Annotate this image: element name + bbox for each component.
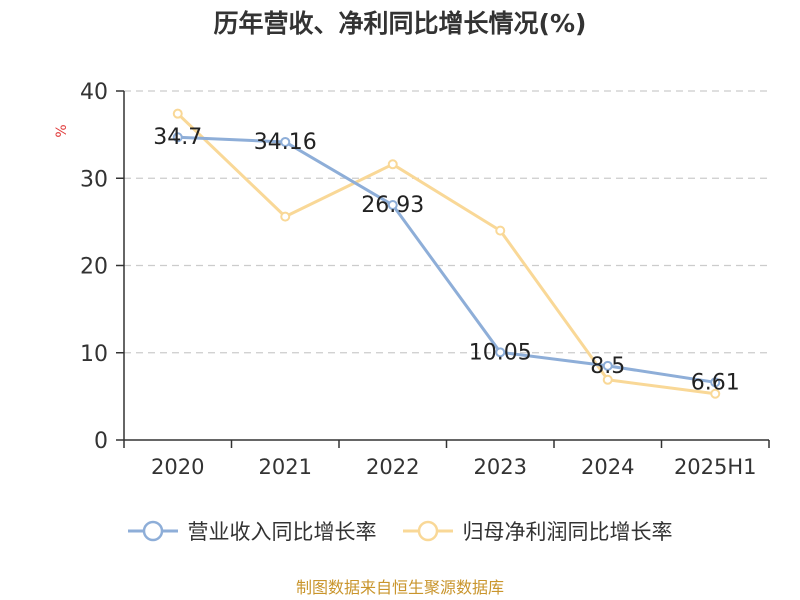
series-line-revenue bbox=[177, 135, 716, 384]
x-tick-label: 2022 bbox=[366, 455, 419, 479]
series-line-profit bbox=[176, 112, 716, 396]
data-label: 34.7 bbox=[153, 125, 202, 150]
data-point-profit bbox=[172, 108, 183, 119]
y-tick-label: 0 bbox=[94, 429, 108, 454]
data-point-profit bbox=[710, 388, 721, 399]
legend-item-revenue[interactable]: 营业收入同比增长率 bbox=[127, 516, 377, 546]
data-point-profit bbox=[387, 159, 398, 170]
y-tick-label: 40 bbox=[80, 80, 108, 105]
x-tick-label: 2021 bbox=[259, 455, 312, 479]
data-point-profit bbox=[280, 211, 291, 222]
data-point-revenue bbox=[280, 136, 291, 147]
data-point-revenue bbox=[172, 132, 183, 143]
data-source-note: 制图数据来自恒生聚源数据库 bbox=[295, 578, 504, 597]
data-point-revenue bbox=[387, 200, 398, 211]
y-tick-label: 10 bbox=[80, 342, 108, 367]
legend: 营业收入同比增长率 归母净利润同比增长率 bbox=[0, 516, 800, 546]
data-label: 6.61 bbox=[691, 370, 740, 395]
data-point-profit bbox=[495, 225, 506, 236]
series-lines bbox=[172, 108, 721, 399]
data-point-revenue bbox=[495, 347, 506, 358]
x-tick-label: 2025H1 bbox=[674, 455, 757, 479]
legend-revenue-label: 营业收入同比增长率 bbox=[187, 520, 377, 544]
legend-item-profit[interactable]: 归母净利润同比增长率 bbox=[402, 516, 673, 546]
x-tick-label: 2024 bbox=[581, 455, 634, 479]
x-tick-label: 2023 bbox=[474, 455, 527, 479]
data-point-revenue bbox=[710, 377, 721, 388]
y-tick-label: 20 bbox=[80, 255, 108, 280]
y-tick-label: 30 bbox=[80, 167, 108, 192]
data-label: 26.93 bbox=[361, 193, 424, 218]
legend-profit-label: 归母净利润同比增长率 bbox=[462, 520, 673, 544]
data-label: 10.05 bbox=[469, 340, 532, 365]
data-label: 8.5 bbox=[590, 354, 625, 379]
y-axis-unit-label: % bbox=[54, 124, 70, 137]
data-label: 34.16 bbox=[254, 130, 317, 155]
data-point-revenue bbox=[602, 360, 613, 371]
grid-lines bbox=[124, 90, 769, 354]
data-labels: 34.7 34.16 26.93 10.05 8.5 6.61 bbox=[153, 125, 739, 395]
legend-profit-line-icon bbox=[402, 520, 453, 542]
x-tick-label: 2020 bbox=[151, 455, 204, 479]
chart-title: 历年营收、净利同比增长情况(%) bbox=[213, 9, 587, 38]
data-point-profit bbox=[602, 374, 613, 385]
axes: 0 10 20 30 40 2020 2021 2022 2023 2024 2025H1% bbox=[54, 80, 770, 479]
legend-revenue-line-icon bbox=[127, 520, 178, 542]
